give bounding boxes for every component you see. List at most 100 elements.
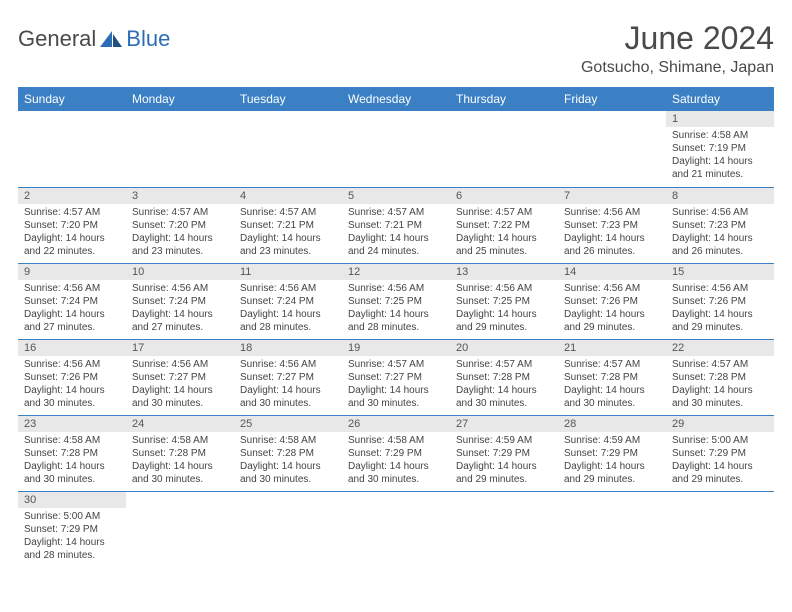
sunrise-text: Sunrise: 5:00 AM: [672, 434, 768, 447]
day-number: 18: [234, 340, 342, 356]
sunset-text: Sunset: 7:21 PM: [240, 219, 336, 232]
day-detail: Sunrise: 4:57 AMSunset: 7:21 PMDaylight:…: [234, 204, 342, 262]
day-detail: Sunrise: 4:58 AMSunset: 7:19 PMDaylight:…: [666, 127, 774, 185]
calendar-body: 1Sunrise: 4:58 AMSunset: 7:19 PMDaylight…: [18, 111, 774, 567]
sunrise-text: Sunrise: 4:57 AM: [348, 358, 444, 371]
day-detail: Sunrise: 4:56 AMSunset: 7:23 PMDaylight:…: [666, 204, 774, 262]
day-detail: Sunrise: 4:57 AMSunset: 7:27 PMDaylight:…: [342, 356, 450, 414]
calendar-cell: [558, 491, 666, 567]
sunset-text: Sunset: 7:25 PM: [348, 295, 444, 308]
calendar-week-row: 30Sunrise: 5:00 AMSunset: 7:29 PMDayligh…: [18, 491, 774, 567]
day-number: 19: [342, 340, 450, 356]
daylight-text: Daylight: 14 hours and 30 minutes.: [132, 384, 228, 410]
weekday-header: Sunday: [18, 87, 126, 111]
sunrise-text: Sunrise: 4:58 AM: [672, 129, 768, 142]
calendar-cell: [18, 111, 126, 187]
day-detail: Sunrise: 4:57 AMSunset: 7:20 PMDaylight:…: [126, 204, 234, 262]
sunset-text: Sunset: 7:29 PM: [564, 447, 660, 460]
calendar-cell: 14Sunrise: 4:56 AMSunset: 7:26 PMDayligh…: [558, 263, 666, 339]
calendar-week-row: 16Sunrise: 4:56 AMSunset: 7:26 PMDayligh…: [18, 339, 774, 415]
weekday-header-row: SundayMondayTuesdayWednesdayThursdayFrid…: [18, 87, 774, 111]
sunrise-text: Sunrise: 4:59 AM: [456, 434, 552, 447]
sunrise-text: Sunrise: 4:58 AM: [240, 434, 336, 447]
day-detail: Sunrise: 5:00 AMSunset: 7:29 PMDaylight:…: [18, 508, 126, 566]
sunrise-text: Sunrise: 4:56 AM: [672, 206, 768, 219]
calendar-cell: 10Sunrise: 4:56 AMSunset: 7:24 PMDayligh…: [126, 263, 234, 339]
daylight-text: Daylight: 14 hours and 29 minutes.: [564, 308, 660, 334]
sunset-text: Sunset: 7:22 PM: [456, 219, 552, 232]
daylight-text: Daylight: 14 hours and 25 minutes.: [456, 232, 552, 258]
calendar-week-row: 9Sunrise: 4:56 AMSunset: 7:24 PMDaylight…: [18, 263, 774, 339]
daylight-text: Daylight: 14 hours and 30 minutes.: [348, 460, 444, 486]
day-number: 17: [126, 340, 234, 356]
calendar-cell: 7Sunrise: 4:56 AMSunset: 7:23 PMDaylight…: [558, 187, 666, 263]
sunrise-text: Sunrise: 4:57 AM: [24, 206, 120, 219]
calendar-cell: 18Sunrise: 4:56 AMSunset: 7:27 PMDayligh…: [234, 339, 342, 415]
daylight-text: Daylight: 14 hours and 29 minutes.: [456, 460, 552, 486]
sunset-text: Sunset: 7:29 PM: [24, 523, 120, 536]
day-number: 29: [666, 416, 774, 432]
day-detail: Sunrise: 4:56 AMSunset: 7:24 PMDaylight:…: [234, 280, 342, 338]
daylight-text: Daylight: 14 hours and 30 minutes.: [456, 384, 552, 410]
sunrise-text: Sunrise: 4:57 AM: [456, 358, 552, 371]
sunset-text: Sunset: 7:28 PM: [456, 371, 552, 384]
calendar-cell: [558, 111, 666, 187]
month-title: June 2024: [581, 20, 774, 57]
day-detail: Sunrise: 4:57 AMSunset: 7:21 PMDaylight:…: [342, 204, 450, 262]
weekday-header: Wednesday: [342, 87, 450, 111]
calendar-cell: 1Sunrise: 4:58 AMSunset: 7:19 PMDaylight…: [666, 111, 774, 187]
calendar-cell: [450, 491, 558, 567]
day-detail: Sunrise: 4:59 AMSunset: 7:29 PMDaylight:…: [558, 432, 666, 490]
calendar-cell: 17Sunrise: 4:56 AMSunset: 7:27 PMDayligh…: [126, 339, 234, 415]
day-number: 23: [18, 416, 126, 432]
sunset-text: Sunset: 7:29 PM: [348, 447, 444, 460]
calendar-cell: [342, 491, 450, 567]
sunrise-text: Sunrise: 4:58 AM: [132, 434, 228, 447]
calendar-cell: 8Sunrise: 4:56 AMSunset: 7:23 PMDaylight…: [666, 187, 774, 263]
daylight-text: Daylight: 14 hours and 30 minutes.: [24, 384, 120, 410]
title-block: June 2024 Gotsucho, Shimane, Japan: [581, 20, 774, 77]
calendar-cell: 13Sunrise: 4:56 AMSunset: 7:25 PMDayligh…: [450, 263, 558, 339]
calendar-cell: [126, 491, 234, 567]
sunset-text: Sunset: 7:27 PM: [348, 371, 444, 384]
calendar-cell: 25Sunrise: 4:58 AMSunset: 7:28 PMDayligh…: [234, 415, 342, 491]
day-detail: Sunrise: 4:58 AMSunset: 7:28 PMDaylight:…: [126, 432, 234, 490]
sunset-text: Sunset: 7:28 PM: [132, 447, 228, 460]
sunrise-text: Sunrise: 4:57 AM: [456, 206, 552, 219]
sunrise-text: Sunrise: 4:56 AM: [672, 282, 768, 295]
day-detail: Sunrise: 4:56 AMSunset: 7:26 PMDaylight:…: [18, 356, 126, 414]
sunset-text: Sunset: 7:25 PM: [456, 295, 552, 308]
weekday-header: Tuesday: [234, 87, 342, 111]
calendar-cell: 26Sunrise: 4:58 AMSunset: 7:29 PMDayligh…: [342, 415, 450, 491]
daylight-text: Daylight: 14 hours and 28 minutes.: [348, 308, 444, 334]
daylight-text: Daylight: 14 hours and 30 minutes.: [24, 460, 120, 486]
calendar-cell: 11Sunrise: 4:56 AMSunset: 7:24 PMDayligh…: [234, 263, 342, 339]
sunrise-text: Sunrise: 4:57 AM: [564, 358, 660, 371]
day-detail: Sunrise: 4:56 AMSunset: 7:24 PMDaylight:…: [18, 280, 126, 338]
day-number: 8: [666, 188, 774, 204]
day-number: 15: [666, 264, 774, 280]
day-detail: Sunrise: 4:57 AMSunset: 7:28 PMDaylight:…: [558, 356, 666, 414]
sunset-text: Sunset: 7:27 PM: [132, 371, 228, 384]
day-detail: Sunrise: 4:56 AMSunset: 7:26 PMDaylight:…: [558, 280, 666, 338]
sunrise-text: Sunrise: 4:58 AM: [348, 434, 444, 447]
day-number: 1: [666, 111, 774, 127]
calendar-cell: 28Sunrise: 4:59 AMSunset: 7:29 PMDayligh…: [558, 415, 666, 491]
day-detail: Sunrise: 4:57 AMSunset: 7:28 PMDaylight:…: [666, 356, 774, 414]
sunrise-text: Sunrise: 4:57 AM: [240, 206, 336, 219]
day-number: 10: [126, 264, 234, 280]
calendar-cell: 5Sunrise: 4:57 AMSunset: 7:21 PMDaylight…: [342, 187, 450, 263]
day-detail: Sunrise: 4:58 AMSunset: 7:28 PMDaylight:…: [18, 432, 126, 490]
calendar-cell: 16Sunrise: 4:56 AMSunset: 7:26 PMDayligh…: [18, 339, 126, 415]
weekday-header: Saturday: [666, 87, 774, 111]
day-number: 9: [18, 264, 126, 280]
day-detail: Sunrise: 4:56 AMSunset: 7:25 PMDaylight:…: [450, 280, 558, 338]
sunrise-text: Sunrise: 4:58 AM: [24, 434, 120, 447]
calendar-cell: 27Sunrise: 4:59 AMSunset: 7:29 PMDayligh…: [450, 415, 558, 491]
day-number: 24: [126, 416, 234, 432]
day-detail: Sunrise: 4:59 AMSunset: 7:29 PMDaylight:…: [450, 432, 558, 490]
day-number: 21: [558, 340, 666, 356]
day-number: 30: [18, 492, 126, 508]
daylight-text: Daylight: 14 hours and 23 minutes.: [132, 232, 228, 258]
day-detail: Sunrise: 4:56 AMSunset: 7:26 PMDaylight:…: [666, 280, 774, 338]
